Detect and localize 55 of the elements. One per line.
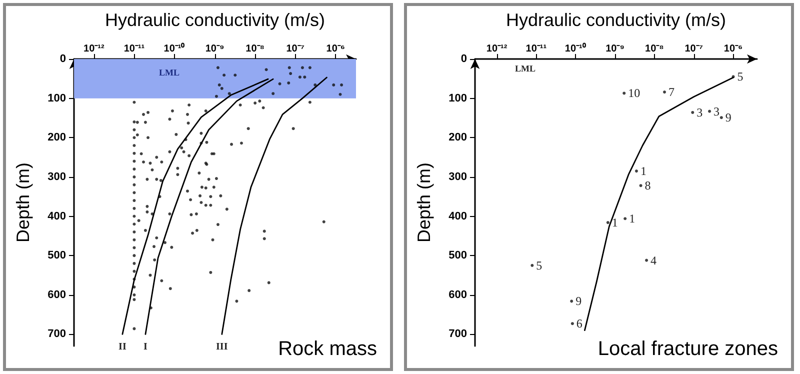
x-tick-label: 10⁻⁶ bbox=[326, 44, 346, 54]
x-tick-label: 10⁻¹² bbox=[84, 44, 105, 54]
annotation: 4 bbox=[650, 253, 657, 268]
y-tick-label: 0 bbox=[460, 53, 467, 65]
annotation: 1 bbox=[640, 164, 646, 178]
annotation: 5 bbox=[737, 70, 744, 84]
x-tick-label: 10⁻⁷ bbox=[684, 44, 703, 54]
annotation: 1 bbox=[612, 216, 618, 230]
band-label: LML bbox=[159, 68, 180, 78]
x-tick-label: 10⁻¹² bbox=[486, 44, 508, 54]
annotation: 1 bbox=[629, 212, 636, 226]
annotation: 6 bbox=[576, 316, 582, 331]
annotation: 9 bbox=[725, 110, 732, 125]
y-tick-label: 100 bbox=[48, 92, 66, 104]
series-label: II bbox=[118, 342, 126, 353]
x-axis-title: Hydraulic conductivity (m/s) bbox=[104, 10, 326, 30]
x-tick-label: 10⁻⁷ bbox=[286, 44, 304, 54]
y-tick-label: 300 bbox=[48, 170, 66, 183]
y-tick-label: 600 bbox=[48, 288, 66, 301]
y-tick-label: 200 bbox=[448, 132, 467, 144]
text: Rock mass bbox=[278, 338, 377, 360]
x-tick-label: 10⁻¹⁰ bbox=[564, 42, 586, 54]
annotation: 3 bbox=[696, 105, 703, 120]
annotation: 8 bbox=[644, 178, 651, 193]
annotation: 5 bbox=[536, 258, 542, 272]
y-axis-title: Depth (m) bbox=[13, 162, 33, 243]
annotation: 3 bbox=[714, 104, 720, 118]
y-tick-label: 400 bbox=[448, 210, 467, 222]
x-tick-label: 10⁻⁹ bbox=[606, 44, 625, 54]
x-tick-label: 10⁻¹⁰ bbox=[164, 42, 186, 54]
series-label: I bbox=[144, 342, 148, 353]
text: Local fracture zones bbox=[598, 338, 778, 360]
x-axis-title: Hydraulic conductivity (m/s) bbox=[506, 10, 726, 30]
y-tick-label: 700 bbox=[48, 328, 66, 340]
annotation: LML bbox=[515, 64, 536, 74]
x-tick-label: 10⁻¹¹ bbox=[124, 44, 146, 54]
y-tick-label: 500 bbox=[48, 250, 66, 262]
annotation: 7 bbox=[668, 85, 675, 100]
y-tick-label: 500 bbox=[448, 250, 467, 262]
x-tick-label: 10⁻¹¹ bbox=[526, 44, 548, 54]
y-tick-label: 300 bbox=[448, 170, 467, 183]
y-tick-label: 700 bbox=[448, 328, 467, 340]
y-tick-label: 600 bbox=[448, 288, 467, 301]
y-axis-title: Depth (m) bbox=[414, 162, 434, 243]
y-tick-label: 400 bbox=[48, 210, 66, 222]
y-tick-label: 200 bbox=[48, 132, 66, 144]
annotation: 10 bbox=[628, 86, 640, 100]
x-tick-label: 10⁻⁹ bbox=[205, 44, 224, 54]
x-tick-label: 10⁻⁸ bbox=[645, 44, 664, 54]
series-label: III bbox=[216, 342, 228, 353]
annotation: 9 bbox=[576, 294, 582, 308]
x-tick-label: 10⁻⁶ bbox=[724, 44, 743, 54]
y-tick-label: 100 bbox=[448, 92, 467, 104]
x-tick-label: 10⁻⁸ bbox=[246, 44, 265, 54]
y-tick-label: 0 bbox=[60, 53, 66, 65]
